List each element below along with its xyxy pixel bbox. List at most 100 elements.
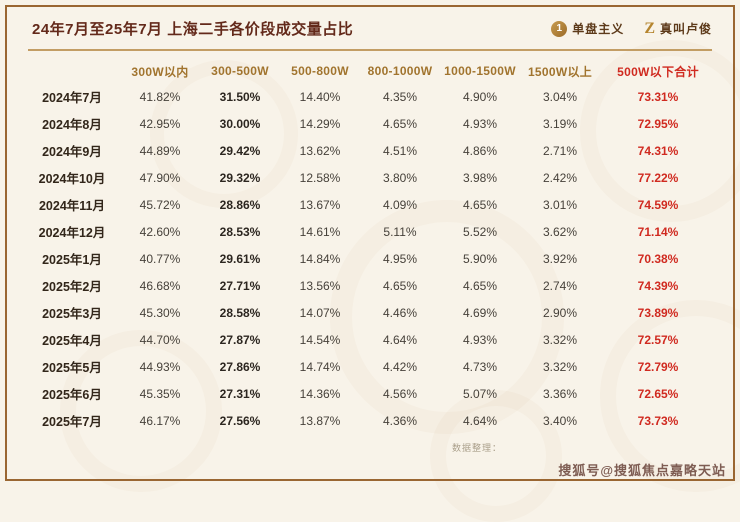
cell-value: 14.07% xyxy=(299,305,341,320)
cell-total: 77.22% xyxy=(637,170,679,185)
cell-value: 5.90% xyxy=(462,251,498,266)
cell-value: 42.95% xyxy=(139,116,181,131)
cell-value: 14.40% xyxy=(299,89,341,104)
row-label: 2025年7月 xyxy=(42,415,102,429)
cell-value: 45.72% xyxy=(139,197,181,212)
row-label: 2024年11月 xyxy=(38,199,106,213)
cell-total: 72.57% xyxy=(637,332,679,347)
cell-total: 73.89% xyxy=(637,305,679,320)
cell-value: 27.56% xyxy=(219,413,261,428)
cell-value: 4.65% xyxy=(462,197,498,212)
column-header: 500-800W xyxy=(291,64,349,78)
cell-value: 3.01% xyxy=(542,197,578,212)
row-label: 2024年10月 xyxy=(38,172,106,186)
cell-value: 3.80% xyxy=(382,170,418,185)
cell-total: 70.38% xyxy=(637,251,679,266)
cell-value: 13.56% xyxy=(299,278,341,293)
table-row: 2024年7月 41.82% 31.50% 14.40% 4.35% 4.90% 3.04%… xyxy=(24,83,716,110)
cell-total: 73.31% xyxy=(637,89,679,104)
table-row: 2024年8月 42.95% 30.00% 14.29% 4.65% 4.93% 3.19%… xyxy=(24,110,716,137)
cell-value: 4.56% xyxy=(382,386,418,401)
cell-value: 2.42% xyxy=(542,170,578,185)
table-row: 2024年10月 47.90% 29.32% 12.58% 3.80% 3.98% 2.42… xyxy=(24,164,716,191)
cell-value: 3.32% xyxy=(542,359,578,374)
cell-value: 2.71% xyxy=(542,143,578,158)
cell-value: 4.36% xyxy=(382,413,418,428)
cell-value: 4.64% xyxy=(382,332,418,347)
cell-value: 13.62% xyxy=(299,143,341,158)
cell-total: 72.95% xyxy=(637,116,679,131)
cell-value: 28.86% xyxy=(219,197,261,212)
cell-value: 27.87% xyxy=(219,332,261,347)
cell-value: 27.86% xyxy=(219,359,261,374)
cell-value: 4.51% xyxy=(382,143,418,158)
row-label: 2025年5月 xyxy=(42,361,102,375)
table-row: 2024年12月 42.60% 28.53% 14.61% 5.11% 5.52% 3.62… xyxy=(24,218,716,245)
row-label: 2025年3月 xyxy=(42,307,102,321)
cell-value: 14.36% xyxy=(299,386,341,401)
cell-value: 27.31% xyxy=(219,386,261,401)
column-header: 300W以内 xyxy=(131,64,189,79)
cell-value: 5.52% xyxy=(462,224,498,239)
table-row: 2025年7月 46.17% 27.56% 13.87% 4.36% 4.64% 3.40%… xyxy=(24,407,716,434)
cell-value: 40.77% xyxy=(139,251,181,266)
brand-zhenjiaolujun: Z 真叫卢俊 xyxy=(644,20,712,37)
table-row: 2024年9月 44.89% 29.42% 13.62% 4.51% 4.86% 2.71%… xyxy=(24,137,716,164)
cell-value: 30.00% xyxy=(219,116,261,131)
cell-value: 29.42% xyxy=(219,143,261,158)
cell-value: 4.42% xyxy=(382,359,418,374)
brand-logos: 1 单盘主义 Z 真叫卢俊 xyxy=(551,20,716,37)
table-row: 2024年11月 45.72% 28.86% 13.67% 4.09% 4.65% 3.01… xyxy=(24,191,716,218)
cell-value: 44.70% xyxy=(139,332,181,347)
cell-value: 5.07% xyxy=(462,386,498,401)
cell-value: 2.90% xyxy=(542,305,578,320)
column-header-blank xyxy=(24,59,120,83)
cell-value: 14.74% xyxy=(299,359,341,374)
cell-total: 72.65% xyxy=(637,386,679,401)
cell-value: 4.69% xyxy=(462,305,498,320)
cell-value: 3.19% xyxy=(542,116,578,131)
cell-total: 74.39% xyxy=(637,278,679,293)
cell-value: 4.65% xyxy=(462,278,498,293)
column-header: 500W以下合计 xyxy=(617,64,699,79)
cell-value: 3.36% xyxy=(542,386,578,401)
cell-total: 73.73% xyxy=(637,413,679,428)
cell-value: 4.93% xyxy=(462,332,498,347)
cell-value: 41.82% xyxy=(139,89,181,104)
brand-label: 单盘主义 xyxy=(572,22,625,36)
brand-label: 真叫卢俊 xyxy=(659,22,712,36)
row-label: 2025年4月 xyxy=(42,334,102,348)
page-title: 24年7月至25年7月 上海二手各价段成交量占比 xyxy=(32,21,354,38)
column-header: 1500W以上 xyxy=(527,64,593,79)
table-body: 2024年7月 41.82% 31.50% 14.40% 4.35% 4.90% 3.04%… xyxy=(24,83,716,434)
cell-value: 3.40% xyxy=(542,413,578,428)
row-label: 2024年7月 xyxy=(42,91,102,105)
table-row: 2025年1月 40.77% 29.61% 14.84% 4.95% 5.90% 3.92%… xyxy=(24,245,716,272)
cell-total: 74.31% xyxy=(637,143,679,158)
table-header-row: 300W以内 300-500W 500-800W 800-1000W 1000-1500… xyxy=(24,59,716,83)
cell-value: 4.64% xyxy=(462,413,498,428)
cell-value: 45.35% xyxy=(139,386,181,401)
row-label: 2025年6月 xyxy=(42,388,102,402)
cell-value: 4.35% xyxy=(382,89,418,104)
cell-value: 3.04% xyxy=(542,89,578,104)
cell-value: 4.95% xyxy=(382,251,418,266)
table-row: 2025年4月 44.70% 27.87% 14.54% 4.64% 4.93% 3.32%… xyxy=(24,326,716,353)
cell-value: 14.29% xyxy=(299,116,341,131)
cell-value: 47.90% xyxy=(139,170,181,185)
column-header: 800-1000W xyxy=(367,64,433,78)
column-header: 1000-1500W xyxy=(444,64,516,78)
cell-value: 29.61% xyxy=(219,251,261,266)
cell-value: 12.58% xyxy=(299,170,341,185)
cell-value: 3.92% xyxy=(542,251,578,266)
row-label: 2024年8月 xyxy=(42,118,102,132)
zhenjiaolujun-logo-icon: Z xyxy=(644,19,655,37)
page-content: 24年7月至25年7月 上海二手各价段成交量占比 1 单盘主义 Z 真叫卢俊 3… xyxy=(24,20,716,434)
cell-value: 13.67% xyxy=(299,197,341,212)
cell-value: 13.87% xyxy=(299,413,341,428)
row-label: 2024年12月 xyxy=(38,226,106,240)
cell-value: 4.73% xyxy=(462,359,498,374)
cell-value: 4.90% xyxy=(462,89,498,104)
row-label: 2025年1月 xyxy=(42,253,102,267)
cell-value: 29.32% xyxy=(219,170,261,185)
